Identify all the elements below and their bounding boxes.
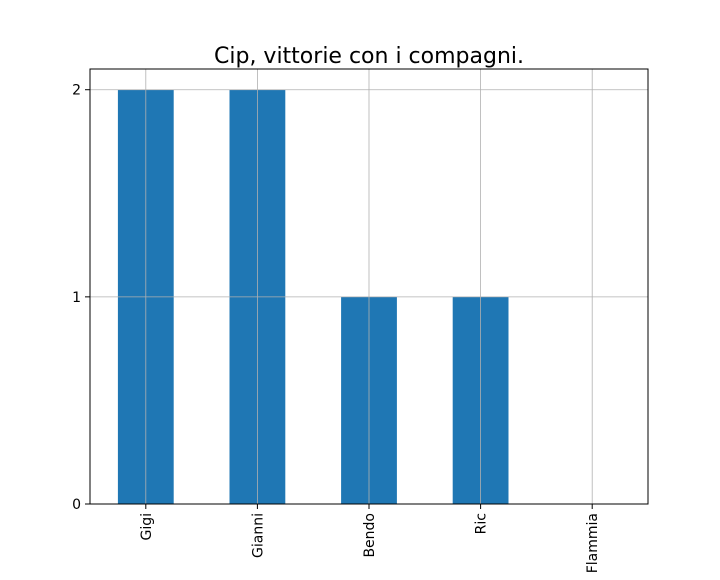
chart-title: Cip, vittorie con i compagni.	[214, 44, 524, 69]
x-tick-label-bendo: Bendo	[362, 513, 378, 558]
y-axis-ticks: 0 1 2	[72, 83, 90, 513]
y-tick-label: 2	[72, 83, 81, 99]
y-tick-label: 1	[72, 290, 81, 306]
x-tick-label-gigi: Gigi	[139, 513, 155, 541]
x-tick-label-gianni: Gianni	[250, 513, 266, 558]
x-tick-label-flammia: Flammia	[585, 513, 601, 573]
y-tick-label: 0	[72, 497, 81, 513]
x-tick-label-ric: Ric	[474, 513, 490, 534]
x-axis-ticks: Gigi Gianni Bendo Ric Flammia	[139, 504, 601, 573]
